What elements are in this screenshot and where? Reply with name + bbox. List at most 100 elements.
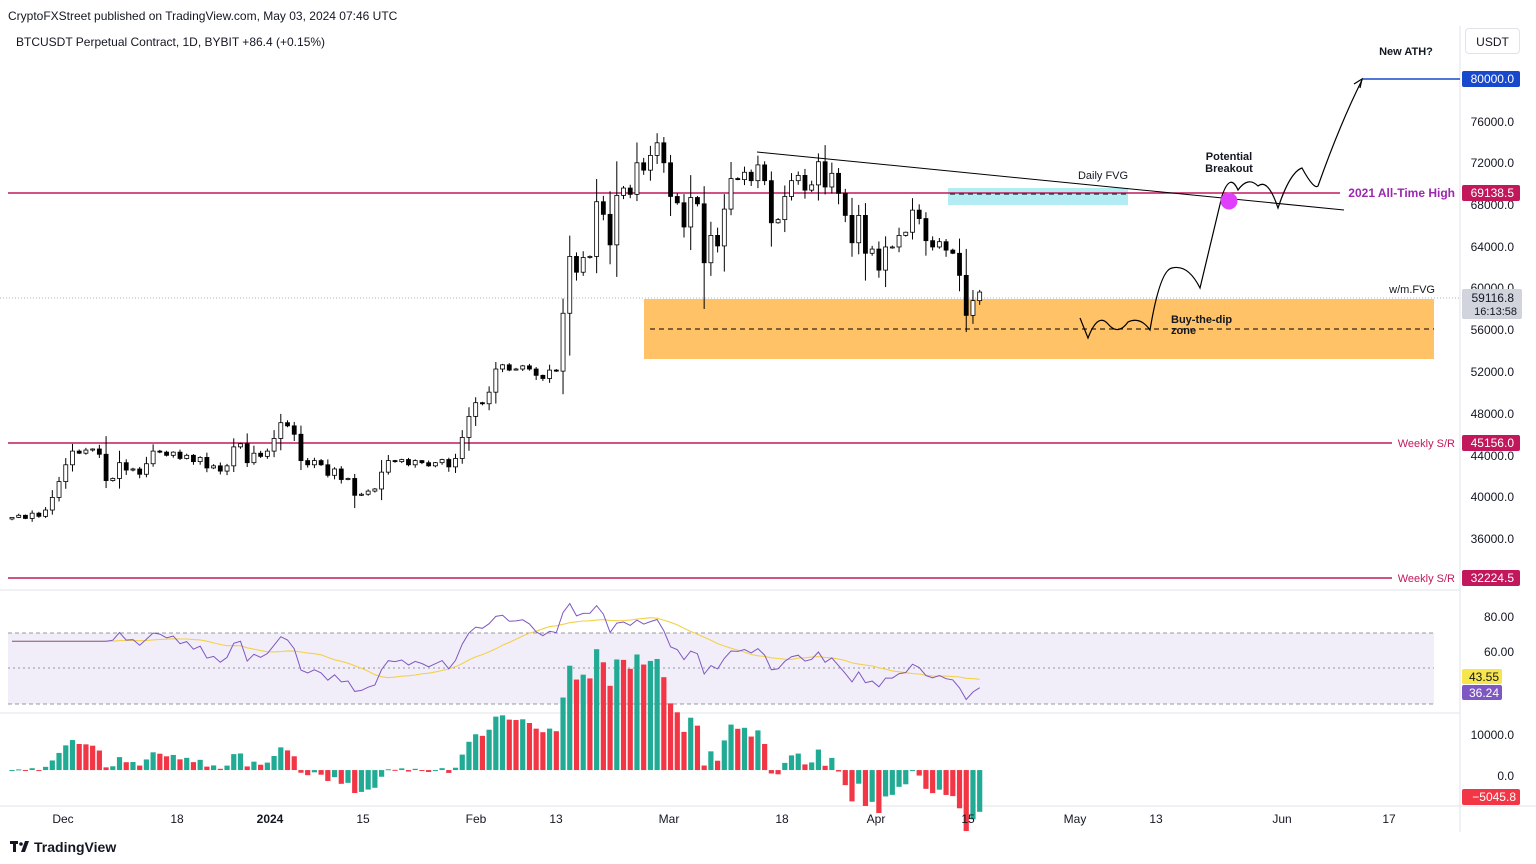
candle[interactable] xyxy=(90,448,96,451)
candle[interactable] xyxy=(191,454,196,463)
candle[interactable] xyxy=(506,364,512,371)
candle[interactable] xyxy=(379,471,385,490)
candle[interactable] xyxy=(473,402,479,417)
candle[interactable] xyxy=(936,241,942,248)
candle[interactable] xyxy=(23,514,28,519)
candle[interactable] xyxy=(681,202,687,228)
candle[interactable] xyxy=(264,450,270,457)
candle[interactable] xyxy=(930,240,936,248)
candle[interactable] xyxy=(244,443,250,464)
candle[interactable] xyxy=(479,402,485,405)
candle[interactable] xyxy=(150,450,156,465)
candle[interactable] xyxy=(695,197,700,205)
candle[interactable] xyxy=(70,450,75,466)
candle[interactable] xyxy=(600,201,606,215)
candle[interactable] xyxy=(849,215,855,244)
candle[interactable] xyxy=(305,460,311,466)
candle[interactable] xyxy=(674,196,680,204)
candle[interactable] xyxy=(822,161,828,188)
candle[interactable] xyxy=(110,478,116,481)
candle[interactable] xyxy=(701,203,707,264)
candle[interactable] xyxy=(298,433,304,461)
candle[interactable] xyxy=(117,462,122,479)
candle[interactable] xyxy=(43,509,48,517)
candle[interactable] xyxy=(285,422,290,427)
candle[interactable] xyxy=(352,478,358,496)
candle[interactable] xyxy=(594,201,600,257)
candle[interactable] xyxy=(621,187,626,196)
candle[interactable] xyxy=(795,175,801,182)
candle[interactable] xyxy=(338,468,344,480)
candle[interactable] xyxy=(56,481,62,498)
candle[interactable] xyxy=(856,215,862,244)
candle[interactable] xyxy=(654,142,660,156)
candle[interactable] xyxy=(406,459,411,466)
candle[interactable] xyxy=(977,291,983,302)
candle[interactable] xyxy=(446,459,452,468)
candle[interactable] xyxy=(748,171,754,182)
candle[interactable] xyxy=(607,213,613,246)
candle[interactable] xyxy=(789,180,794,197)
candle[interactable] xyxy=(957,252,962,276)
candle[interactable] xyxy=(332,468,337,476)
candle[interactable] xyxy=(486,391,492,405)
candle[interactable] xyxy=(910,209,915,233)
candle[interactable] xyxy=(197,457,203,463)
candle[interactable] xyxy=(9,516,15,520)
candle[interactable] xyxy=(829,172,835,188)
candle[interactable] xyxy=(238,443,243,448)
candle[interactable] xyxy=(903,231,909,236)
candle[interactable] xyxy=(896,234,902,248)
candle[interactable] xyxy=(634,162,640,195)
candle[interactable] xyxy=(950,249,956,254)
candle[interactable] xyxy=(466,415,472,438)
candle[interactable] xyxy=(365,490,371,495)
candle[interactable] xyxy=(217,465,223,472)
candle[interactable] xyxy=(533,368,539,376)
candle[interactable] xyxy=(392,460,398,463)
candle[interactable] xyxy=(177,451,183,459)
candle[interactable] xyxy=(527,365,532,370)
candle[interactable] xyxy=(742,171,747,181)
rsi-ma-line[interactable] xyxy=(12,617,980,680)
candle[interactable] xyxy=(63,464,69,483)
candle[interactable] xyxy=(318,460,324,466)
candle[interactable] xyxy=(459,437,465,459)
candle[interactable] xyxy=(802,175,808,191)
candle[interactable] xyxy=(721,208,727,247)
candle[interactable] xyxy=(385,460,391,473)
candle[interactable] xyxy=(614,195,620,246)
symbol-legend[interactable]: BTCUSDT Perpetual Contract, 1D, BYBIT +8… xyxy=(16,35,326,49)
candle[interactable] xyxy=(184,454,190,459)
candle[interactable] xyxy=(204,457,210,469)
candle[interactable] xyxy=(493,368,499,393)
candle[interactable] xyxy=(359,493,364,496)
candle[interactable] xyxy=(627,187,633,195)
candle[interactable] xyxy=(278,422,284,439)
candle[interactable] xyxy=(157,450,163,453)
candle[interactable] xyxy=(251,452,257,464)
candle[interactable] xyxy=(836,172,841,194)
candle[interactable] xyxy=(137,468,143,475)
candle[interactable] xyxy=(325,464,331,476)
candle[interactable] xyxy=(869,248,875,254)
candle[interactable] xyxy=(412,460,418,466)
candle[interactable] xyxy=(426,462,432,467)
candle[interactable] xyxy=(103,453,109,481)
candle[interactable] xyxy=(567,256,573,314)
candle[interactable] xyxy=(668,162,673,197)
candle[interactable] xyxy=(775,219,781,224)
candle[interactable] xyxy=(130,468,136,471)
candle[interactable] xyxy=(211,465,217,469)
candle[interactable] xyxy=(164,451,169,456)
candle[interactable] xyxy=(715,234,720,247)
candle[interactable] xyxy=(661,142,667,164)
candle[interactable] xyxy=(36,512,42,517)
candle[interactable] xyxy=(648,155,653,171)
breakout-marker[interactable] xyxy=(1220,192,1238,210)
candle[interactable] xyxy=(688,197,694,228)
candle[interactable] xyxy=(170,451,176,456)
candle[interactable] xyxy=(923,218,929,242)
candle[interactable] xyxy=(520,365,526,370)
candle[interactable] xyxy=(728,178,734,210)
